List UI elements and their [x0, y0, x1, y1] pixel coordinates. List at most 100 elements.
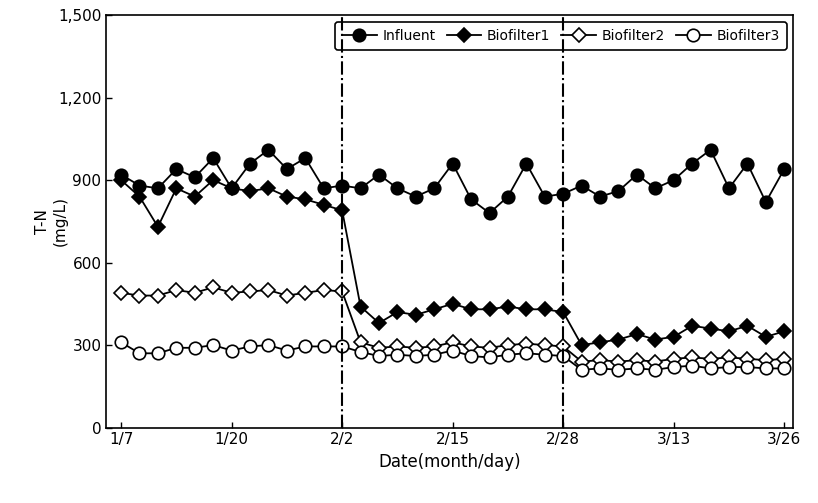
Biofilter1	[190, 194, 200, 200]
Biofilter1	[614, 337, 623, 343]
Biofilter3	[540, 352, 550, 358]
Biofilter3	[596, 365, 605, 371]
Biofilter2	[153, 293, 163, 299]
Biofilter3	[393, 352, 402, 358]
Biofilter3	[558, 353, 568, 359]
Influent	[337, 183, 347, 189]
Biofilter1	[263, 185, 273, 191]
Biofilter3	[521, 350, 531, 356]
Biofilter3	[706, 365, 716, 371]
Biofilter2	[724, 355, 734, 361]
Influent	[577, 183, 587, 189]
Influent	[669, 177, 679, 183]
Biofilter1	[724, 328, 734, 334]
Biofilter2	[577, 359, 587, 365]
Biofilter3	[337, 344, 347, 350]
Biofilter2	[761, 357, 771, 363]
Biofilter2	[227, 290, 236, 296]
Biofilter1	[466, 306, 476, 312]
Influent	[687, 160, 697, 166]
Influent	[319, 185, 329, 191]
Biofilter1	[116, 177, 126, 183]
Influent	[596, 194, 605, 200]
Biofilter2	[209, 284, 218, 290]
Biofilter3	[282, 348, 292, 354]
Biofilter1	[411, 312, 420, 318]
Biofilter1	[706, 325, 716, 331]
Biofilter3	[614, 367, 623, 373]
Biofilter1	[300, 196, 310, 202]
Biofilter1	[687, 323, 697, 329]
Biofilter2	[521, 341, 531, 347]
Biofilter3	[577, 367, 587, 373]
Biofilter2	[429, 344, 439, 350]
Influent	[411, 194, 420, 200]
Influent	[780, 166, 789, 172]
Biofilter1	[227, 185, 236, 191]
Biofilter2	[780, 356, 789, 362]
Influent	[429, 185, 439, 191]
Biofilter1	[393, 309, 402, 315]
Influent	[521, 160, 531, 166]
Line: Influent: Influent	[115, 143, 790, 219]
Influent	[209, 155, 218, 161]
Biofilter3	[650, 367, 660, 373]
Biofilter1	[761, 334, 771, 340]
Influent	[393, 185, 402, 191]
Biofilter3	[319, 344, 329, 350]
Biofilter1	[503, 303, 513, 309]
Line: Biofilter2: Biofilter2	[116, 283, 789, 366]
Biofilter3	[724, 364, 734, 370]
Biofilter2	[650, 359, 660, 365]
Influent	[558, 191, 568, 197]
Biofilter3	[209, 342, 218, 348]
Biofilter3	[780, 365, 789, 371]
Biofilter3	[761, 365, 771, 371]
Biofilter1	[429, 306, 439, 312]
Biofilter1	[282, 194, 292, 200]
Influent	[190, 175, 200, 181]
Biofilter2	[337, 288, 347, 294]
Biofilter2	[503, 342, 513, 348]
Biofilter1	[743, 323, 753, 329]
Biofilter3	[263, 342, 273, 348]
Biofilter2	[245, 288, 255, 294]
Biofilter2	[540, 342, 550, 348]
Biofilter1	[337, 207, 347, 213]
Influent	[135, 183, 145, 189]
Biofilter1	[484, 306, 494, 312]
Biofilter3	[135, 350, 145, 356]
Biofilter1	[447, 301, 457, 307]
Biofilter3	[116, 340, 126, 346]
Biofilter2	[466, 344, 476, 350]
Influent	[632, 172, 642, 178]
Biofilter3	[503, 352, 513, 358]
Biofilter3	[153, 350, 163, 356]
Line: Biofilter3: Biofilter3	[115, 336, 790, 376]
Biofilter1	[153, 224, 163, 230]
Biofilter3	[227, 348, 236, 354]
Biofilter2	[447, 340, 457, 346]
Biofilter2	[687, 355, 697, 361]
Biofilter1	[632, 331, 642, 337]
Biofilter3	[687, 363, 697, 369]
Biofilter1	[577, 342, 587, 348]
Influent	[724, 185, 734, 191]
Biofilter1	[596, 340, 605, 346]
Influent	[153, 185, 163, 191]
Biofilter2	[393, 344, 402, 350]
Biofilter1	[319, 202, 329, 208]
Biofilter1	[135, 194, 145, 200]
Y-axis label: T-N
(mg/L): T-N (mg/L)	[35, 196, 67, 246]
Influent	[761, 199, 771, 205]
Influent	[540, 194, 550, 200]
Influent	[503, 194, 513, 200]
Influent	[650, 185, 660, 191]
Biofilter2	[706, 356, 716, 362]
Influent	[282, 166, 292, 172]
Biofilter2	[411, 345, 420, 351]
Influent	[484, 210, 494, 216]
Biofilter2	[135, 293, 145, 299]
Biofilter2	[356, 340, 366, 346]
Biofilter1	[209, 177, 218, 183]
